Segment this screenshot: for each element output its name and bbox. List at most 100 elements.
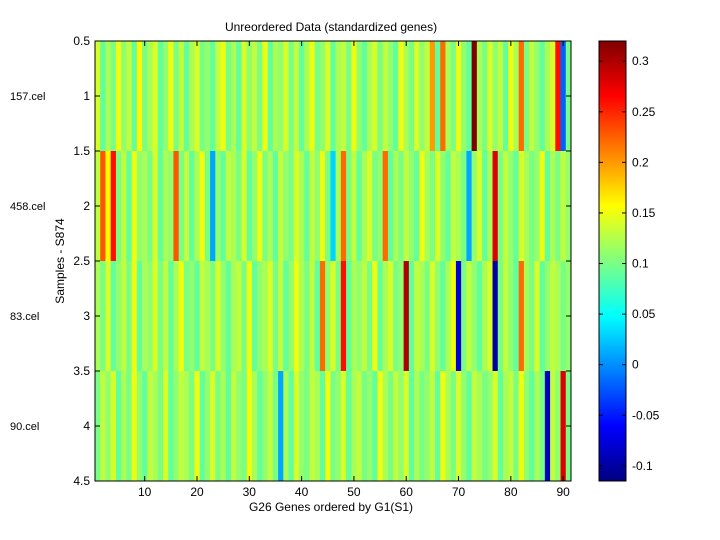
heatmap-cell: [523, 41, 530, 151]
heatmap-cell: [419, 371, 425, 481]
heatmap-cell: [335, 371, 342, 481]
heatmap-cell: [319, 261, 326, 371]
heatmap-cell: [246, 41, 253, 151]
heatmap-cell: [445, 41, 452, 151]
heatmap-cell: [550, 371, 556, 481]
heatmap-cell: [178, 41, 185, 151]
heatmap-cell: [393, 151, 399, 261]
heatmap-cell: [210, 371, 216, 481]
heatmap-cell: [335, 151, 342, 261]
heatmap-cell: [445, 371, 452, 481]
colorbar-tick-label: 0.25: [632, 105, 656, 119]
y-tick-label: 2: [83, 199, 90, 213]
heatmap-cell: [105, 151, 112, 261]
y-tick-label: 3.5: [73, 364, 90, 378]
heatmap-cell: [126, 261, 132, 371]
heatmap-cell: [100, 41, 106, 151]
heatmap-cell: [283, 261, 289, 371]
heatmap-cell: [523, 261, 530, 371]
heatmap-cell: [262, 261, 268, 371]
heatmap-cell: [189, 371, 195, 481]
heatmap-cell: [299, 371, 305, 481]
heatmap-cell: [403, 151, 410, 261]
heatmap-cell: [518, 41, 525, 151]
y-tick-label: 1: [83, 89, 90, 103]
heatmap-cell: [435, 41, 441, 151]
heatmap-cell: [178, 261, 185, 371]
heatmap-cell: [387, 41, 394, 151]
heatmap-cell: [147, 371, 153, 481]
heatmap-cell: [136, 41, 143, 151]
heatmap-cell: [529, 151, 535, 261]
heatmap-cell: [335, 41, 342, 151]
heatmap-cell: [555, 261, 561, 371]
heatmap-cell: [110, 261, 117, 371]
heatmap-cell: [319, 371, 326, 481]
heatmap-cell: [194, 41, 200, 151]
heatmap-cell: [194, 371, 200, 481]
heatmap-cell: [299, 41, 305, 151]
heatmap-cell: [450, 41, 457, 151]
heatmap-cell: [461, 41, 467, 151]
row-label: 458.cel: [10, 201, 45, 213]
heatmap-cell: [231, 151, 237, 261]
heatmap-cell: [278, 371, 284, 481]
row-labels: 157.cel 458.cel 83.cel 90.cel: [10, 91, 45, 433]
heatmap-cell: [283, 41, 289, 151]
heatmap-cell: [408, 371, 415, 481]
heatmap-cell: [361, 371, 368, 481]
heatmap-cell: [539, 371, 546, 481]
heatmap-cell: [466, 41, 472, 151]
heatmap-cell: [136, 151, 143, 261]
heatmap-cell: [278, 151, 284, 261]
heatmap-cell: [518, 371, 525, 481]
heatmap-cell: [299, 151, 305, 261]
heatmap-cell: [199, 151, 206, 261]
heatmap-cell: [121, 371, 127, 481]
heatmap-cell: [440, 261, 446, 371]
heatmap-cell: [544, 261, 551, 371]
heatmap-cell: [100, 151, 106, 261]
heatmap-cell: [382, 261, 389, 371]
heatmap-cell: [492, 151, 499, 261]
heatmap-cell: [157, 41, 164, 151]
heatmap-cell: [346, 151, 352, 261]
heatmap-cell: [340, 261, 347, 371]
heatmap-cell: [487, 151, 493, 261]
heatmap-cell: [304, 261, 310, 371]
heatmap-cell: [503, 371, 509, 481]
heatmap-cell: [236, 371, 242, 481]
heatmap-cell: [419, 151, 425, 261]
heatmap-cell: [471, 41, 478, 151]
heatmap-cell: [121, 151, 127, 261]
heatmap-cell: [445, 151, 452, 261]
heatmap-cell: [471, 371, 478, 481]
heatmap-cell: [330, 41, 336, 151]
heatmap-cell: [100, 371, 106, 481]
heatmap-cell: [356, 41, 363, 151]
x-axis: 10 20 30 40 50 60 70 80 90: [138, 41, 570, 499]
heatmap-cell: [236, 261, 242, 371]
x-tick-label: 10: [138, 485, 152, 499]
heatmap-cell: [487, 371, 493, 481]
heatmap-cell: [267, 371, 274, 481]
heatmap-cell: [288, 41, 295, 151]
heatmap-cell: [152, 41, 159, 151]
y-tick-label: 4: [83, 419, 90, 433]
heatmap-cells: [95, 41, 572, 481]
heatmap-cell: [482, 261, 488, 371]
heatmap-cell: [529, 261, 535, 371]
heatmap-cell: [455, 261, 462, 371]
heatmap-cell: [110, 151, 117, 261]
heatmap-cell: [461, 261, 467, 371]
heatmap-cell: [471, 151, 478, 261]
heatmap-cell: [126, 371, 132, 481]
heatmap-cell: [476, 261, 483, 371]
heatmap-cell: [178, 151, 185, 261]
heatmap-cell: [560, 261, 567, 371]
heatmap-cell: [215, 151, 221, 261]
heatmap-cell: [278, 41, 284, 151]
heatmap-cell: [466, 261, 472, 371]
heatmap-cell: [178, 371, 185, 481]
heatmap-cell: [440, 371, 446, 481]
